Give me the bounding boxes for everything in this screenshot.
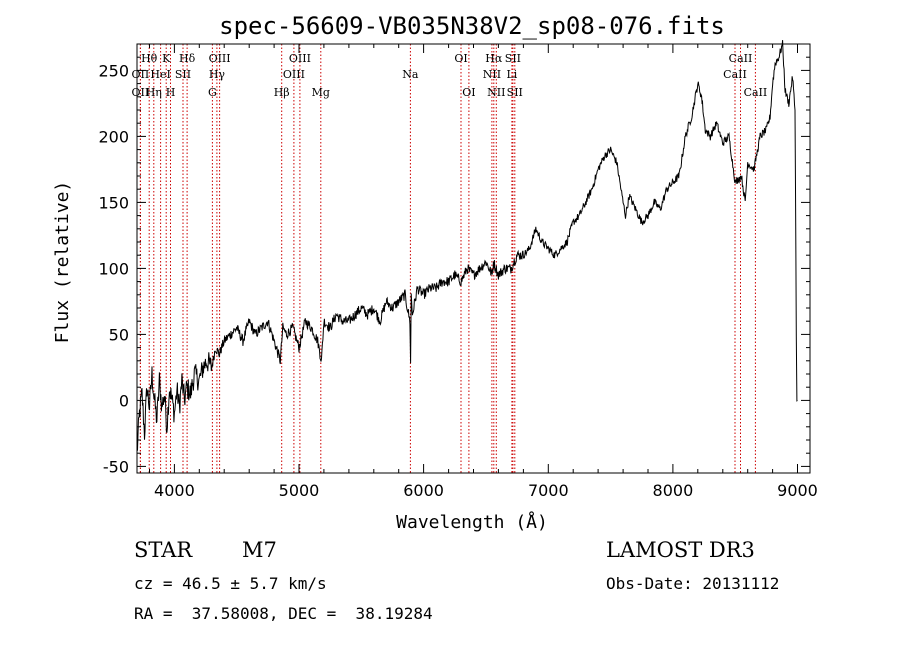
line-label: Hβ <box>274 86 290 99</box>
y-tick-label: 200 <box>98 127 129 146</box>
line-label: CaII <box>723 68 747 81</box>
y-tick-label: 150 <box>98 193 129 212</box>
survey-name: LAMOST DR3 <box>606 538 755 562</box>
x-tick-label: 5000 <box>279 481 320 500</box>
line-label: H <box>166 86 176 99</box>
line-label: Hγ <box>209 68 226 81</box>
y-tick-label: 50 <box>109 325 129 344</box>
line-label: OI <box>454 52 467 65</box>
y-axis-label: Flux (relative) <box>52 181 73 344</box>
emission-line-labels: Hθ OII OII K HeI Hη SII H Hδ OIII Hγ G OIII OIII Hβ Mg N… <box>132 52 768 99</box>
line-label: NII <box>487 86 505 99</box>
line-label: Na <box>402 68 419 81</box>
plot-frame <box>136 43 811 474</box>
y-tick-label: 250 <box>98 61 129 80</box>
y-axis: -50 0 50 100 150 200 250 <box>98 56 810 476</box>
spectrum-line <box>136 40 798 451</box>
x-axis: 4000 5000 6000 7000 8000 9000 <box>149 44 818 500</box>
chart-title: spec-56609-VB035N38V2_sp08-076.fits <box>219 12 725 40</box>
object-subclass: M7 <box>242 538 277 562</box>
x-tick-label: 7000 <box>528 481 569 500</box>
line-label: NII <box>483 68 501 81</box>
line-label: Hη <box>146 86 162 99</box>
line-label: Li <box>506 68 517 81</box>
y-tick-label: 100 <box>98 259 129 278</box>
line-label: OIII <box>289 52 311 65</box>
coordinates: RA = 37.58008, DEC = 38.19284 <box>134 604 433 623</box>
y-tick-label: 0 <box>119 391 129 410</box>
emission-line-markers <box>139 44 756 473</box>
x-tick-label: 9000 <box>777 481 818 500</box>
object-type: STAR <box>134 538 193 562</box>
line-label: Hθ <box>141 52 158 65</box>
line-label: SII <box>175 68 191 81</box>
line-label: Mg <box>312 86 330 99</box>
observation-date: Obs-Date: 20131112 <box>606 574 780 593</box>
x-tick-label: 8000 <box>653 481 694 500</box>
line-label: Hδ <box>179 52 196 65</box>
line-label: K <box>162 52 171 65</box>
line-label: OIII <box>283 68 305 81</box>
line-label: SII <box>505 52 521 65</box>
line-label: Hα <box>485 52 503 65</box>
line-label: OIII <box>209 52 231 65</box>
x-tick-label: 4000 <box>154 481 195 500</box>
spectrum-series <box>136 40 798 451</box>
line-label: OII <box>132 86 150 99</box>
y-tick-label: -50 <box>103 457 129 476</box>
x-axis-label: Wavelength (Å) <box>396 511 548 533</box>
line-label: G <box>208 86 217 99</box>
line-label: SII <box>507 86 523 99</box>
x-tick-label: 6000 <box>403 481 444 500</box>
line-label: CaII <box>729 52 753 65</box>
line-label: OII <box>132 68 150 81</box>
line-label: OI <box>462 86 475 99</box>
redshift-value: cz = 46.5 ± 5.7 km/s <box>134 574 327 593</box>
line-label: CaII <box>744 86 768 99</box>
line-label: HeI <box>150 68 170 81</box>
